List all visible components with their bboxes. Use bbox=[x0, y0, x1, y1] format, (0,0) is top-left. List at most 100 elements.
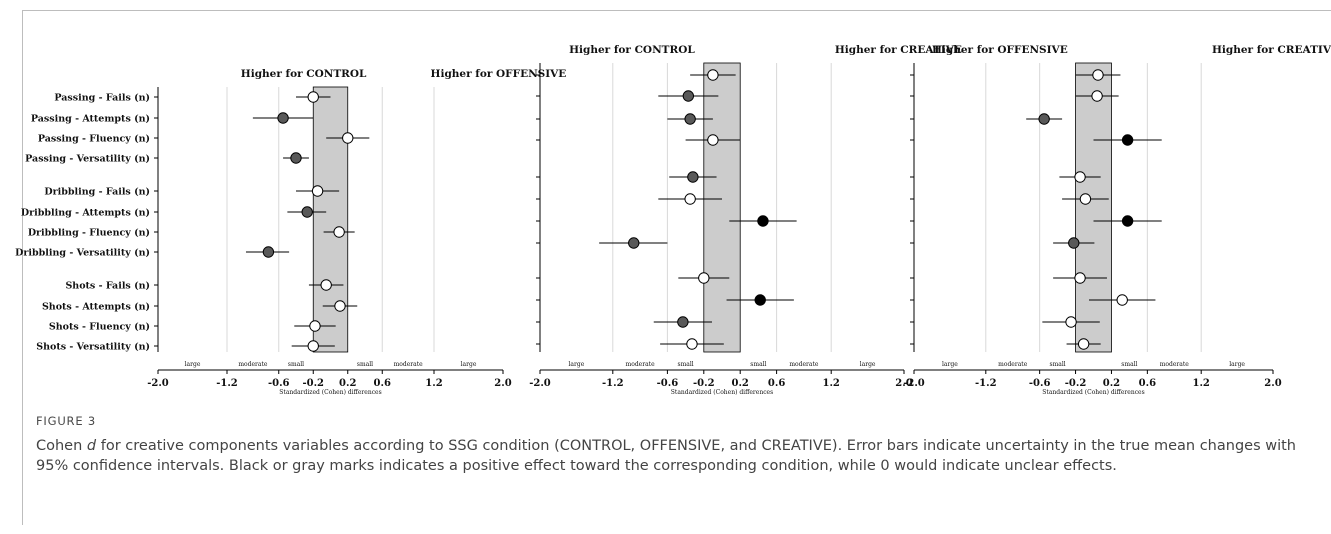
category-label: Shots - Attempts (n) bbox=[42, 302, 150, 313]
caption-symbol-d: d bbox=[86, 438, 97, 454]
effect-marker bbox=[757, 215, 769, 227]
magnitude-label: moderate bbox=[394, 361, 424, 368]
x-tick-label: -0.6 bbox=[268, 378, 290, 389]
panel-header: Higher for CREATIVE bbox=[1212, 44, 1331, 56]
x-tick-label: 0.2 bbox=[1103, 378, 1120, 389]
x-tick-label: 1.2 bbox=[1192, 378, 1209, 389]
effect-marker bbox=[1068, 237, 1080, 249]
magnitude-label: small bbox=[1050, 361, 1066, 368]
x-tick-label: 1.2 bbox=[425, 378, 442, 389]
magnitude-label: large bbox=[942, 361, 958, 368]
effect-marker bbox=[687, 171, 699, 183]
x-tick-label: 0.6 bbox=[1139, 378, 1156, 389]
effect-marker bbox=[277, 112, 289, 124]
panel-header: Higher for OFFENSIVE bbox=[431, 68, 567, 80]
category-label: Passing - Fails (n) bbox=[54, 93, 150, 104]
x-tick-label: 0.6 bbox=[374, 378, 391, 389]
magnitude-label: small bbox=[678, 361, 694, 368]
effect-marker bbox=[677, 316, 689, 328]
x-tick-label: -1.2 bbox=[602, 378, 624, 389]
magnitude-label: small bbox=[750, 361, 766, 368]
effect-marker bbox=[301, 206, 313, 218]
effect-marker bbox=[1121, 134, 1134, 146]
effect-marker bbox=[1079, 193, 1092, 205]
magnitude-label: small bbox=[357, 361, 373, 368]
effect-marker bbox=[1038, 113, 1050, 125]
magnitude-label: large bbox=[860, 361, 876, 368]
effect-marker bbox=[262, 246, 275, 258]
category-label: Dribbling - Attempts (n) bbox=[21, 208, 150, 219]
effect-marker bbox=[1092, 69, 1104, 81]
figure-frame bbox=[22, 10, 1331, 525]
x-tick-label: -0.6 bbox=[1029, 378, 1051, 389]
forest-plots: Higher for CONTROL Higher for OFFENSIVEPa… bbox=[15, 44, 1331, 396]
x-tick-label: 0.2 bbox=[731, 378, 748, 389]
x-tick-label: -2.0 bbox=[903, 378, 925, 389]
effect-marker bbox=[309, 320, 321, 332]
effect-marker bbox=[698, 272, 710, 284]
effect-marker bbox=[333, 226, 345, 238]
effect-marker bbox=[1077, 338, 1090, 350]
forest-panel-2: Higher for CONTROL Higher for CREATIVE lar… bbox=[529, 44, 962, 396]
caption-text: Cohen d for creative components variable… bbox=[36, 436, 1296, 476]
figure-caption: FIGURE 3 Cohen d for creative components… bbox=[36, 414, 1296, 476]
magnitude-label: small bbox=[1121, 361, 1137, 368]
panel-header: Higher for CREATIVE bbox=[835, 44, 962, 56]
x-axis-title: Standardized (Cohen) differences bbox=[279, 389, 381, 396]
effect-marker bbox=[1116, 294, 1128, 306]
effect-marker bbox=[754, 294, 766, 306]
magnitude-label: large bbox=[461, 361, 477, 368]
x-axis-title: Standardized (Cohen) differences bbox=[1042, 389, 1144, 396]
caption-text-rest: for creative components variables accord… bbox=[36, 438, 1296, 474]
category-label: Dribbling - Fails (n) bbox=[44, 187, 150, 198]
effect-marker bbox=[686, 338, 698, 350]
magnitude-label: large bbox=[185, 361, 201, 368]
x-tick-label: -0.2 bbox=[1065, 378, 1087, 389]
caption-title: FIGURE 3 bbox=[36, 414, 96, 428]
x-tick-label: -0.2 bbox=[302, 378, 324, 389]
effect-marker bbox=[628, 237, 640, 249]
x-tick-label: 2.0 bbox=[494, 378, 511, 389]
trivial-zone bbox=[312, 86, 349, 353]
effect-marker bbox=[1091, 90, 1103, 102]
magnitude-label: moderate bbox=[626, 361, 656, 368]
x-tick-label: -0.6 bbox=[657, 378, 679, 389]
effect-marker bbox=[342, 132, 354, 144]
effect-marker bbox=[1074, 272, 1086, 284]
category-label: Shots - Fluency (n) bbox=[49, 322, 150, 333]
magnitude-label: moderate bbox=[238, 361, 268, 368]
effect-marker bbox=[684, 113, 696, 125]
effect-marker bbox=[1074, 171, 1086, 183]
effect-marker bbox=[320, 279, 332, 291]
category-label: Shots - Fails (n) bbox=[65, 281, 150, 292]
effect-marker bbox=[307, 340, 319, 352]
effect-marker bbox=[684, 193, 696, 205]
category-label: Dribbling - Fluency (n) bbox=[28, 228, 150, 239]
x-tick-label: 0.6 bbox=[768, 378, 785, 389]
effect-marker bbox=[707, 134, 719, 146]
x-tick-label: -1.2 bbox=[975, 378, 997, 389]
effect-marker bbox=[682, 90, 695, 102]
trivial-zone bbox=[1075, 62, 1112, 353]
x-tick-label: -2.0 bbox=[529, 378, 551, 389]
panel-header: Higher for CONTROL bbox=[241, 68, 367, 80]
effect-marker bbox=[1065, 316, 1077, 328]
magnitude-label: large bbox=[569, 361, 585, 368]
caption-text-start: Cohen bbox=[36, 438, 87, 454]
magnitude-label: small bbox=[288, 361, 304, 368]
x-axis-title: Standardized (Cohen) differences bbox=[671, 389, 773, 396]
x-tick-label: -2.0 bbox=[147, 378, 169, 389]
x-tick-label: 2.0 bbox=[1264, 378, 1281, 389]
magnitude-label: moderate bbox=[1160, 361, 1190, 368]
panel-header: Higher for CONTROL bbox=[569, 44, 695, 56]
category-label: Shots - Versatility (n) bbox=[36, 342, 150, 353]
trivial-zone bbox=[703, 62, 741, 353]
effect-marker bbox=[311, 185, 324, 197]
magnitude-label: moderate bbox=[998, 361, 1028, 368]
x-tick-label: -0.2 bbox=[693, 378, 715, 389]
category-label: Passing - Attempts (n) bbox=[31, 114, 150, 125]
x-tick-label: 2.0 bbox=[895, 378, 912, 389]
category-label: Passing - Versatility (n) bbox=[25, 154, 150, 165]
panel-header: Higher for OFFENSIVE bbox=[932, 44, 1068, 56]
forest-panel-3: Higher for OFFENSIVE Higher for CREATIVE l… bbox=[903, 44, 1331, 396]
